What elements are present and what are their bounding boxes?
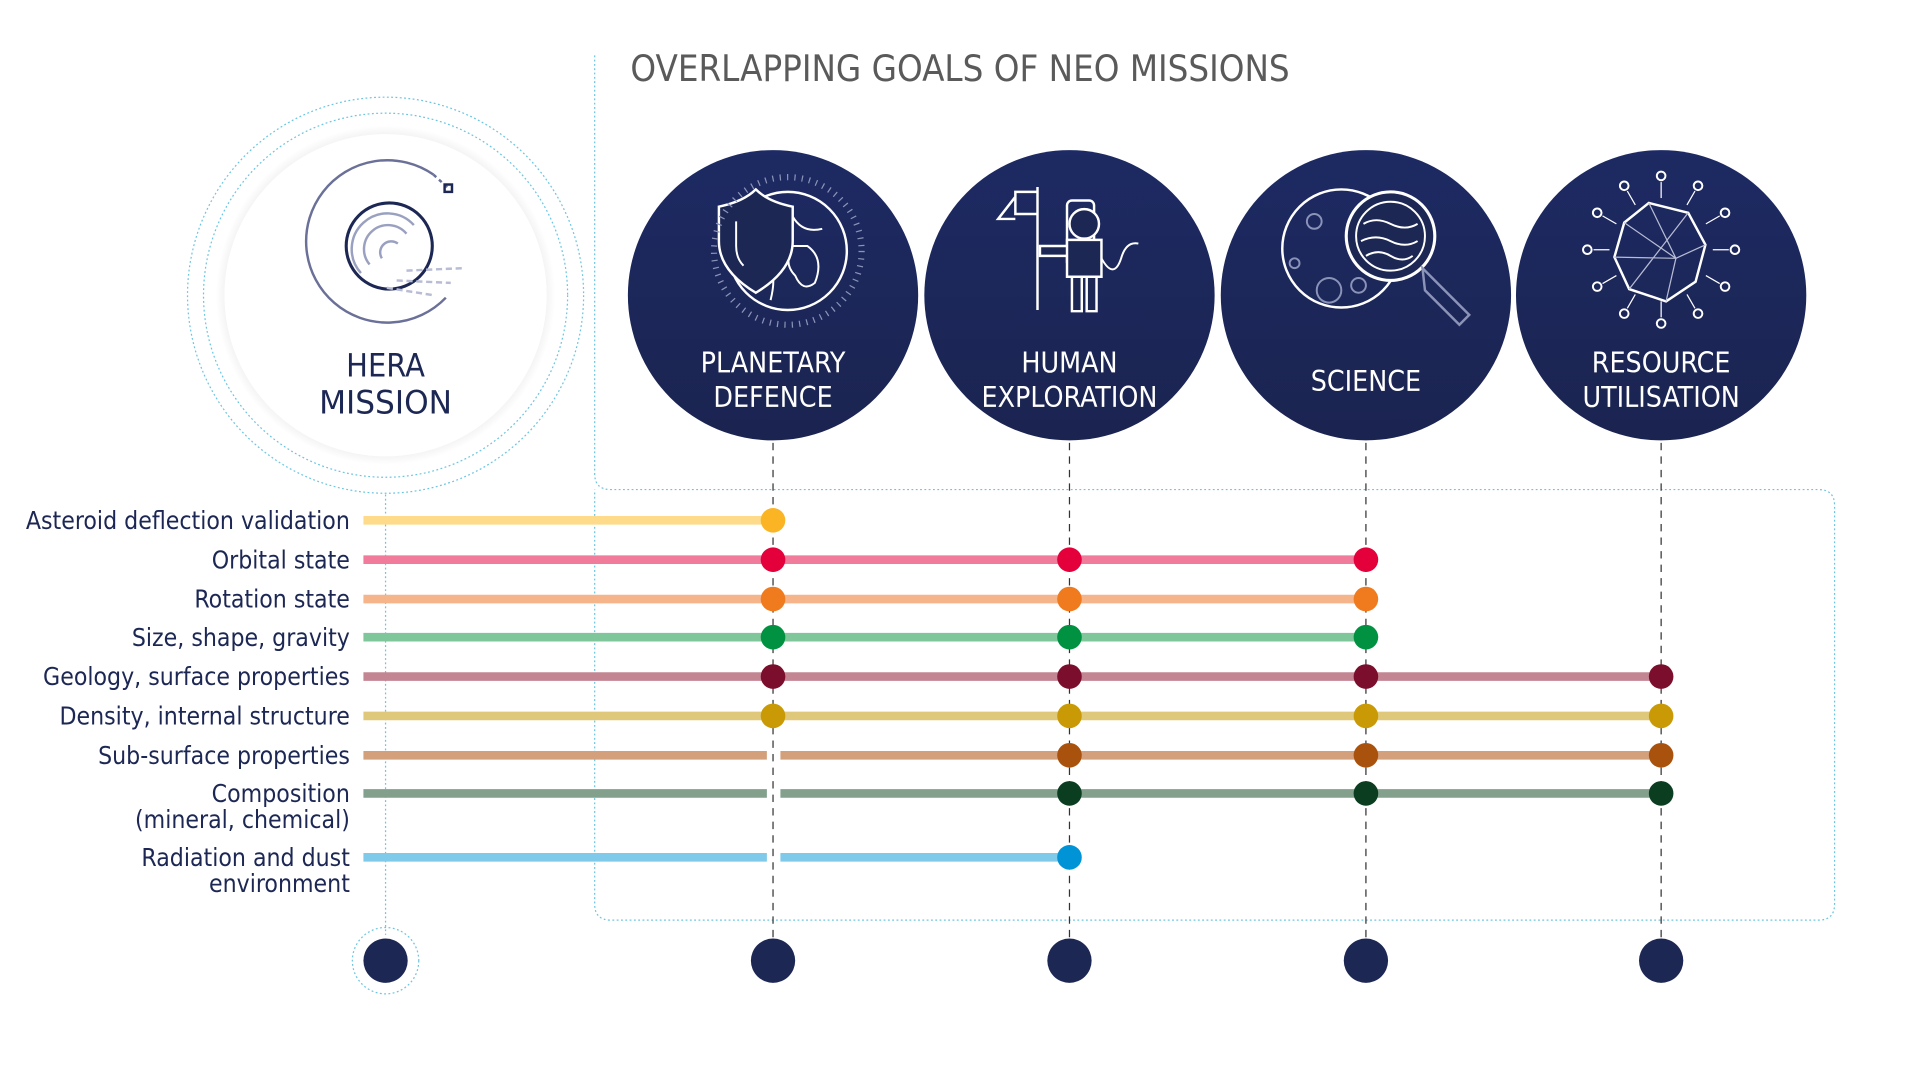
goal-label: environment — [209, 869, 350, 898]
hera-mission: HERA MISSION — [186, 96, 585, 935]
goal-label: Orbital state — [212, 545, 350, 574]
goal-row: Density, internal structure — [59, 702, 1674, 731]
column-end-dot — [750, 938, 796, 983]
goal-dot — [1057, 703, 1082, 729]
mission-circle — [924, 150, 1215, 441]
goal-dot — [1057, 664, 1082, 689]
goal-dot — [1648, 781, 1674, 806]
goal-dot — [760, 664, 786, 689]
goal-label: Composition — [212, 779, 350, 808]
mission-label-line1: RESOURCE — [1592, 347, 1731, 380]
goal-dot — [760, 508, 786, 533]
goal-dot — [1057, 624, 1082, 650]
hera-label-line2: MISSION — [319, 383, 452, 421]
goal-dot — [1353, 664, 1379, 689]
goal-row: Rotation state — [194, 585, 1379, 614]
mission-label-line1: PLANETARY — [701, 347, 846, 380]
goal-row: Sub-surface properties — [98, 741, 1674, 770]
goal-dot — [1353, 586, 1379, 612]
mission-circle — [1515, 150, 1807, 441]
asteroid-network-icon — [1582, 170, 1741, 329]
goal-dot — [1648, 742, 1674, 768]
mission-label-line1: HUMAN — [1021, 347, 1117, 380]
mission-label-line2: UTILISATION — [1582, 381, 1739, 414]
goal-dot — [1057, 845, 1082, 870]
top-frame — [594, 55, 1836, 921]
magnifier-planet-icon — [1281, 188, 1471, 327]
column-end-dot — [363, 938, 408, 983]
goal-label: (mineral, chemical) — [135, 805, 350, 834]
hera-end-ring — [351, 926, 420, 995]
goal-dot — [1353, 703, 1379, 729]
column-end-dot — [1343, 938, 1389, 983]
goal-row: Orbital state — [212, 545, 1379, 574]
mission-label-line2: DEFENCE — [713, 381, 832, 414]
goal-dot — [760, 624, 786, 650]
shield-globe-icon — [710, 174, 865, 328]
goal-row: Size, shape, gravity — [132, 623, 1379, 652]
astronaut-flag-icon — [995, 186, 1139, 313]
goal-label: Density, internal structure — [59, 702, 349, 731]
goal-label: Asteroid deflection validation — [26, 506, 350, 535]
goal-dot — [760, 586, 786, 612]
goal-row: Geology, surface properties — [43, 662, 1674, 691]
mission-label-line1: SCIENCE — [1311, 365, 1421, 398]
diagram-title: OVERLAPPING GOALS OF NEO MISSIONS — [630, 47, 1289, 90]
goal-dot — [1057, 781, 1082, 806]
mission-circle — [1220, 150, 1512, 441]
goal-dot — [760, 547, 786, 572]
goal-dot — [760, 703, 786, 729]
goal-dot — [1353, 742, 1379, 768]
goal-dot — [1353, 547, 1379, 572]
goal-label: Rotation state — [194, 585, 349, 614]
goal-dot — [1648, 703, 1674, 729]
goal-label: Sub-surface properties — [98, 741, 350, 770]
goal-dot — [1353, 781, 1379, 806]
goal-label: Size, shape, gravity — [132, 623, 350, 652]
mission-science: SCIENCE — [1220, 150, 1512, 948]
goal-dot — [1353, 624, 1379, 650]
column-end-dot — [1047, 938, 1092, 983]
mission-circle — [627, 150, 919, 441]
goal-label: Radiation and dust — [141, 843, 350, 872]
column-end-dot — [1638, 938, 1684, 983]
goal-row: Asteroid deflection validation — [26, 506, 786, 535]
mission-label-line2: EXPLORATION — [982, 381, 1158, 414]
goal-dot — [1057, 586, 1082, 612]
goal-row: Composition(mineral, chemical) — [135, 779, 1674, 834]
goal-dot — [1648, 664, 1674, 689]
goal-dot — [1057, 547, 1082, 572]
goal-dot — [1057, 742, 1082, 768]
goal-label: Geology, surface properties — [43, 662, 350, 691]
hera-logo-icon — [304, 159, 464, 324]
hera-label-line1: HERA — [346, 346, 425, 384]
